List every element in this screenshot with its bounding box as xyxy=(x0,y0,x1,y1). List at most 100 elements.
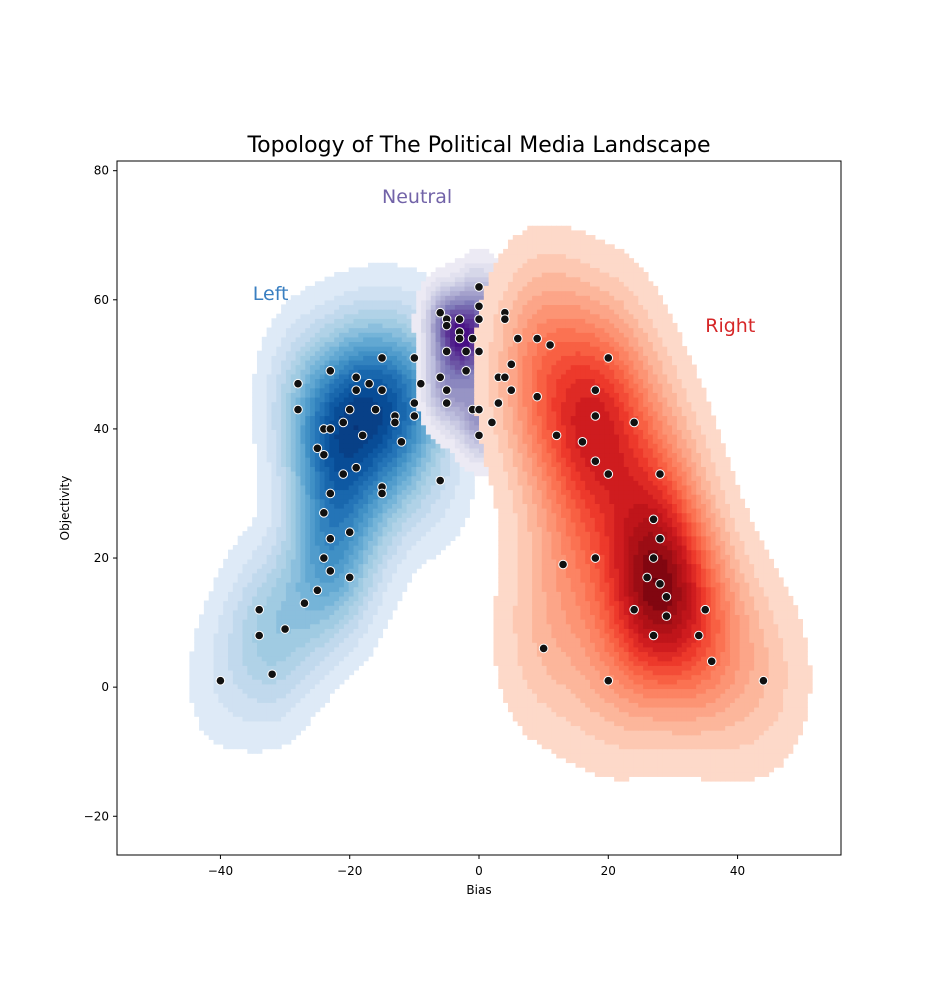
density-cell xyxy=(396,480,403,486)
density-cell xyxy=(305,359,311,366)
density-cell xyxy=(334,443,340,449)
density-cell xyxy=(450,429,456,435)
density-cell xyxy=(450,447,456,454)
density-cell xyxy=(300,591,306,597)
density-cell xyxy=(232,558,239,565)
density-cell xyxy=(387,563,393,569)
density-cell xyxy=(305,558,311,565)
density-cell xyxy=(252,521,258,528)
density-cell xyxy=(435,438,441,444)
density-cell xyxy=(223,642,229,648)
density-cell xyxy=(334,679,340,685)
density-cell xyxy=(445,364,451,370)
density-cell xyxy=(310,470,316,477)
density-cell xyxy=(454,369,461,375)
density-cell xyxy=(300,433,306,440)
density-cell xyxy=(396,332,403,338)
density-cell xyxy=(310,484,316,491)
density-cell xyxy=(290,452,297,458)
density-cell xyxy=(189,679,195,685)
density-cell xyxy=(310,697,316,703)
density-cell xyxy=(450,480,456,486)
density-cell xyxy=(261,693,268,699)
density-cell xyxy=(203,656,210,662)
density-cell xyxy=(334,420,340,426)
density-cell xyxy=(232,586,239,592)
density-cell xyxy=(367,387,374,393)
density-cell xyxy=(343,558,350,565)
density-cell xyxy=(295,369,302,375)
density-cell xyxy=(290,480,297,486)
density-cell xyxy=(271,716,277,722)
density-cell xyxy=(445,484,451,491)
density-cell xyxy=(334,512,340,518)
density-cell xyxy=(329,674,335,680)
density-cell xyxy=(372,517,379,523)
density-cell xyxy=(252,609,258,616)
density-cell xyxy=(271,697,277,703)
density-cell xyxy=(295,420,302,426)
density-cell xyxy=(401,484,408,491)
density-cell xyxy=(310,508,316,514)
density-cell xyxy=(387,498,393,504)
density-cell xyxy=(411,332,417,338)
density-cell xyxy=(363,369,369,375)
density-cell xyxy=(425,313,432,319)
density-cell xyxy=(295,725,302,731)
density-cell xyxy=(363,470,369,477)
density-cell xyxy=(387,512,393,518)
density-cell xyxy=(334,424,340,430)
density-cell xyxy=(285,508,292,514)
density-cell xyxy=(459,475,466,481)
density-cell xyxy=(261,535,268,541)
density-cell xyxy=(406,327,413,333)
density-cell xyxy=(440,424,446,430)
density-cell xyxy=(416,336,422,343)
density-cell xyxy=(329,683,335,690)
density-cell xyxy=(430,535,437,541)
density-cell xyxy=(416,512,422,518)
density-cell xyxy=(474,438,480,444)
density-cell xyxy=(411,276,417,282)
density-cell xyxy=(285,373,292,380)
density-cell xyxy=(242,720,248,727)
density-cell xyxy=(382,304,388,310)
density-cell xyxy=(430,401,437,407)
density-cell xyxy=(314,424,321,430)
density-cell xyxy=(334,466,340,472)
density-cell xyxy=(479,290,485,296)
density-cell xyxy=(208,711,215,717)
density-cell xyxy=(367,401,374,407)
density-cell xyxy=(329,605,335,611)
density-cell xyxy=(358,327,364,333)
density-cell xyxy=(430,392,437,398)
density-cell xyxy=(281,563,287,569)
density-cell xyxy=(290,568,297,574)
density-cell xyxy=(329,526,335,532)
density-cell xyxy=(401,554,408,560)
density-cell xyxy=(348,420,355,426)
density-cell xyxy=(256,364,263,370)
density-cell xyxy=(396,304,403,310)
density-cell xyxy=(319,582,326,588)
density-cell xyxy=(334,540,340,546)
density-cell xyxy=(348,429,355,435)
density-cell xyxy=(348,628,355,634)
density-cell xyxy=(387,508,393,514)
density-cell xyxy=(290,424,297,430)
density-cell xyxy=(194,679,200,685)
density-cell xyxy=(401,313,408,319)
density-cell xyxy=(392,452,398,458)
density-cell xyxy=(319,693,326,699)
density-cell xyxy=(329,322,335,329)
density-cell xyxy=(310,341,316,347)
density-cell xyxy=(430,299,437,306)
density-cell xyxy=(314,452,321,458)
density-cell xyxy=(285,480,292,486)
density-cell xyxy=(396,281,403,287)
density-cell xyxy=(242,554,248,560)
density-cell xyxy=(367,281,374,287)
density-cell xyxy=(435,526,441,532)
density-cell xyxy=(256,447,263,454)
density-cell xyxy=(266,716,273,722)
